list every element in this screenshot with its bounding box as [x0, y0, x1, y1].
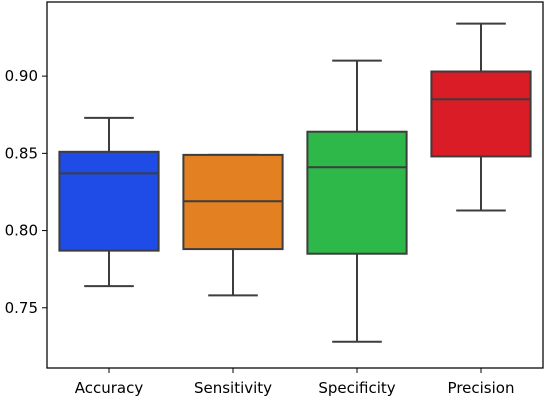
- x-tick-label: Sensitivity: [194, 379, 272, 397]
- y-tick-label: 0.75: [5, 299, 38, 317]
- x-tick-label: Accuracy: [75, 379, 144, 397]
- iqr-box: [58, 150, 160, 252]
- box-specificity: [306, 59, 408, 343]
- box-accuracy: [58, 116, 160, 288]
- y-tick-label: 0.90: [5, 67, 38, 85]
- iqr-box: [306, 130, 408, 255]
- y-tick-label: 0.80: [5, 222, 38, 240]
- x-tick-label: Precision: [448, 379, 515, 397]
- x-tick-label: Specificity: [318, 379, 395, 397]
- plot-frame: [46, 1, 544, 369]
- box-precision: [430, 22, 532, 212]
- box-series: [58, 22, 532, 343]
- y-tick-label: 0.85: [5, 144, 38, 162]
- x-axis: Accuracy Sensitivity Specificity Precision: [75, 368, 515, 397]
- y-axis: 0.75 0.80 0.85 0.90: [5, 67, 47, 317]
- box-sensitivity: [182, 153, 284, 297]
- iqr-box: [430, 70, 532, 158]
